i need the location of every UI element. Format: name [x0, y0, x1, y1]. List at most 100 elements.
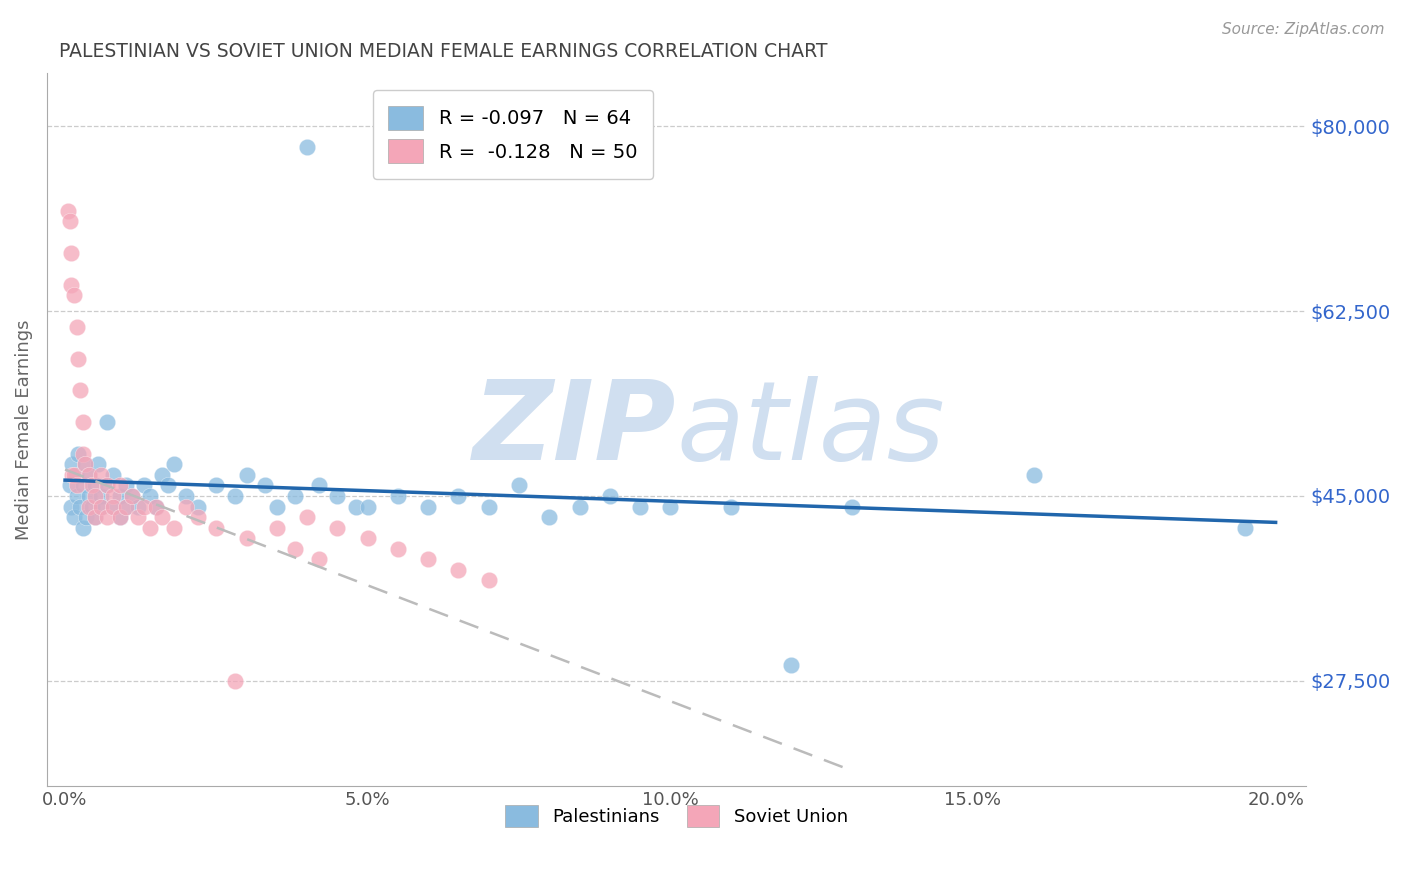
- Point: [60, 277, 83, 292]
- Point: [96, 415, 118, 429]
- Point: [60, 457, 83, 471]
- Point: [67, 447, 90, 461]
- Point: [780, 658, 803, 673]
- Point: [75, 510, 97, 524]
- Point: [121, 489, 143, 503]
- Point: [73, 457, 96, 471]
- Point: [69, 384, 91, 398]
- Point: [205, 478, 228, 492]
- Point: [63, 288, 86, 302]
- Point: [96, 510, 118, 524]
- Point: [59, 214, 82, 228]
- Point: [538, 510, 561, 524]
- Point: [90, 500, 112, 514]
- Point: [63, 510, 86, 524]
- Point: [1234, 521, 1257, 535]
- Point: [235, 531, 257, 545]
- Point: [659, 500, 682, 514]
- Point: [84, 510, 107, 524]
- Point: [96, 478, 118, 492]
- Point: [103, 500, 125, 514]
- Point: [187, 510, 209, 524]
- Point: [66, 320, 89, 334]
- Point: [56, 203, 79, 218]
- Point: [266, 521, 288, 535]
- Text: ZIP: ZIP: [472, 376, 676, 483]
- Point: [447, 489, 470, 503]
- Point: [326, 521, 349, 535]
- Point: [139, 489, 162, 503]
- Point: [65, 467, 87, 482]
- Point: [145, 500, 167, 514]
- Point: [224, 673, 246, 688]
- Point: [187, 500, 209, 514]
- Point: [108, 489, 131, 503]
- Legend: Palestinians, Soviet Union: Palestinians, Soviet Union: [498, 798, 855, 835]
- Point: [841, 500, 863, 514]
- Point: [82, 478, 104, 492]
- Point: [127, 500, 149, 514]
- Point: [628, 500, 651, 514]
- Point: [308, 478, 330, 492]
- Point: [108, 510, 131, 524]
- Point: [103, 500, 125, 514]
- Point: [150, 510, 173, 524]
- Point: [357, 500, 380, 514]
- Point: [326, 489, 349, 503]
- Point: [447, 563, 470, 577]
- Point: [418, 552, 440, 566]
- Point: [224, 489, 246, 503]
- Point: [59, 478, 82, 492]
- Point: [60, 467, 83, 482]
- Point: [114, 500, 136, 514]
- Point: [84, 478, 107, 492]
- Point: [599, 489, 621, 503]
- Point: [132, 478, 155, 492]
- Point: [121, 489, 143, 503]
- Y-axis label: Median Female Earnings: Median Female Earnings: [15, 319, 32, 541]
- Point: [90, 489, 112, 503]
- Point: [67, 351, 90, 366]
- Point: [284, 541, 307, 556]
- Point: [418, 500, 440, 514]
- Point: [66, 489, 89, 503]
- Point: [163, 457, 186, 471]
- Point: [568, 500, 591, 514]
- Text: Source: ZipAtlas.com: Source: ZipAtlas.com: [1222, 22, 1385, 37]
- Point: [720, 500, 742, 514]
- Text: PALESTINIAN VS SOVIET UNION MEDIAN FEMALE EARNINGS CORRELATION CHART: PALESTINIAN VS SOVIET UNION MEDIAN FEMAL…: [59, 42, 828, 61]
- Point: [60, 246, 83, 260]
- Point: [478, 500, 501, 514]
- Point: [77, 467, 100, 482]
- Point: [73, 457, 96, 471]
- Point: [87, 457, 110, 471]
- Point: [84, 510, 107, 524]
- Point: [90, 467, 112, 482]
- Point: [508, 478, 530, 492]
- Point: [387, 489, 409, 503]
- Point: [139, 521, 162, 535]
- Point: [77, 489, 100, 503]
- Point: [174, 500, 197, 514]
- Point: [127, 510, 149, 524]
- Point: [77, 467, 100, 482]
- Point: [66, 478, 89, 492]
- Point: [205, 521, 228, 535]
- Point: [295, 140, 318, 154]
- Point: [114, 478, 136, 492]
- Point: [72, 447, 94, 461]
- Point: [69, 500, 91, 514]
- Point: [103, 467, 125, 482]
- Point: [82, 500, 104, 514]
- Point: [174, 489, 197, 503]
- Point: [308, 552, 330, 566]
- Point: [387, 541, 409, 556]
- Point: [478, 574, 501, 588]
- Point: [266, 500, 288, 514]
- Text: atlas: atlas: [676, 376, 945, 483]
- Point: [357, 531, 380, 545]
- Point: [114, 500, 136, 514]
- Point: [84, 489, 107, 503]
- Point: [63, 467, 86, 482]
- Point: [253, 478, 276, 492]
